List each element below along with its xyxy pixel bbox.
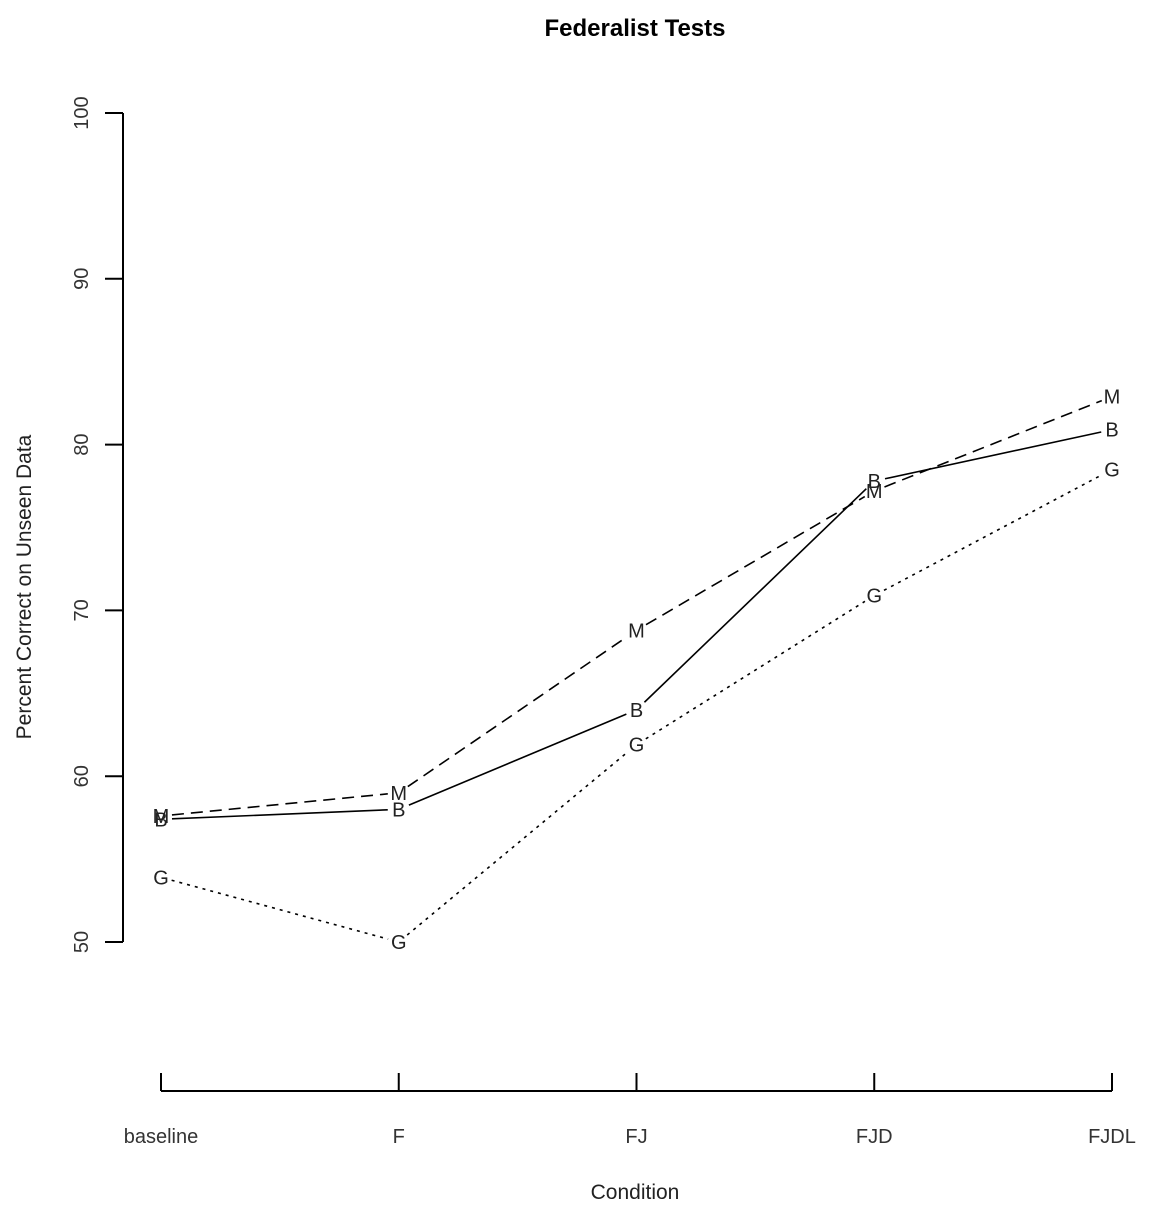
y-tick-label: 80 <box>71 433 93 455</box>
series-B: B B B B B <box>154 420 1118 832</box>
x-tick-label: FJD <box>856 1126 893 1148</box>
data-point-B: B <box>1105 420 1118 442</box>
y-tick-label: 50 <box>71 931 93 953</box>
x-tick-label: baseline <box>124 1126 199 1148</box>
data-point-G: G <box>391 932 407 954</box>
series-M-segment <box>645 495 866 626</box>
data-point-G: G <box>629 735 645 757</box>
series-M-segment <box>884 399 1103 488</box>
chart-title: Federalist Tests <box>545 15 726 42</box>
x-tick-label: F <box>393 1126 405 1148</box>
x-tick-label: FJ <box>625 1126 647 1148</box>
data-point-G: G <box>1104 459 1120 481</box>
series-B-segment <box>171 809 388 820</box>
data-point-B: B <box>392 799 405 821</box>
y-axis-label: Percent Correct on Unseen Data <box>13 434 36 739</box>
y-tick-label: 90 <box>71 268 93 290</box>
series-B-segment <box>408 713 627 806</box>
data-point-B: B <box>630 700 643 722</box>
series-B-segment <box>643 488 867 703</box>
y-tick-label: 70 <box>71 599 93 621</box>
series-G-segment <box>171 879 389 940</box>
data-point-M: M <box>628 620 645 642</box>
series-M: M M M M M <box>153 387 1121 828</box>
y-axis: 50 60 70 80 90 100 <box>71 96 124 953</box>
data-point-B: B <box>154 809 167 831</box>
data-point-G: G <box>866 585 882 607</box>
data-point-B: B <box>868 471 881 493</box>
series-G: G G G G G <box>153 459 1120 954</box>
x-axis-label: Condition <box>591 1181 680 1204</box>
data-point-M: M <box>153 806 170 828</box>
x-tick-label: FJDL <box>1088 1126 1136 1148</box>
data-point-M: M <box>390 783 407 805</box>
series-M-segment <box>407 635 628 788</box>
series-G-segment <box>406 751 629 936</box>
y-tick-label: 100 <box>71 96 93 129</box>
data-point-M: M <box>1104 387 1121 409</box>
data-point-G: G <box>153 867 169 889</box>
data-point-M: M <box>866 481 883 503</box>
series-B-segment <box>884 431 1102 480</box>
series-G-segment <box>883 473 1103 592</box>
x-axis: baseline F FJ FJD FJDL <box>124 1073 1136 1148</box>
y-tick-label: 60 <box>71 765 93 787</box>
series-M-segment <box>171 793 388 816</box>
series-G-segment <box>645 600 866 740</box>
